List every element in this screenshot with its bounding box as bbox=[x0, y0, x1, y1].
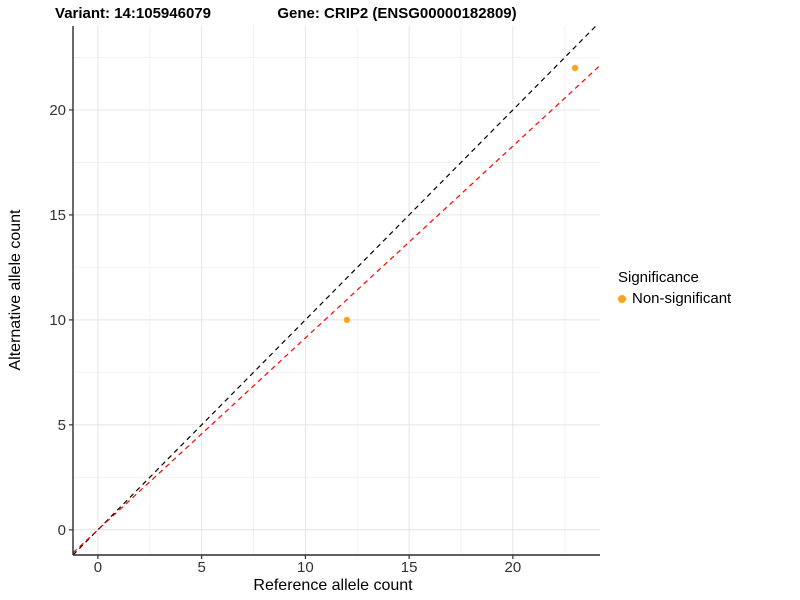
x-axis-label: Reference allele count bbox=[253, 577, 413, 594]
x-tick-label: 10 bbox=[297, 559, 314, 576]
plot-title-variant: Variant: 14:105946079 bbox=[55, 5, 211, 22]
data-point bbox=[343, 316, 351, 324]
y-axis-label: Alternative allele count bbox=[7, 209, 24, 371]
plot-title-gene: Gene: CRIP2 (ENSG00000182809) bbox=[277, 5, 517, 22]
identity-line bbox=[73, 26, 597, 555]
y-tick-label: 5 bbox=[58, 417, 66, 434]
legend-item-label: Non-significant bbox=[632, 290, 732, 307]
y-tick-label: 20 bbox=[49, 102, 66, 119]
y-tick-label: 15 bbox=[49, 207, 66, 224]
y-tick-label: 0 bbox=[58, 522, 66, 539]
data-point bbox=[571, 64, 579, 72]
y-tick-label: 10 bbox=[49, 312, 66, 329]
legend: Significance Non-significant bbox=[618, 269, 731, 307]
x-tick-label: 5 bbox=[197, 559, 205, 576]
fit-line bbox=[73, 65, 600, 554]
legend-item-non-significant: Non-significant bbox=[618, 290, 731, 307]
legend-point-icon bbox=[618, 294, 626, 303]
x-tick-label: 0 bbox=[94, 559, 102, 576]
x-tick-label: 15 bbox=[401, 559, 418, 576]
legend-title: Significance bbox=[618, 269, 699, 286]
x-tick-label: 20 bbox=[505, 559, 522, 576]
